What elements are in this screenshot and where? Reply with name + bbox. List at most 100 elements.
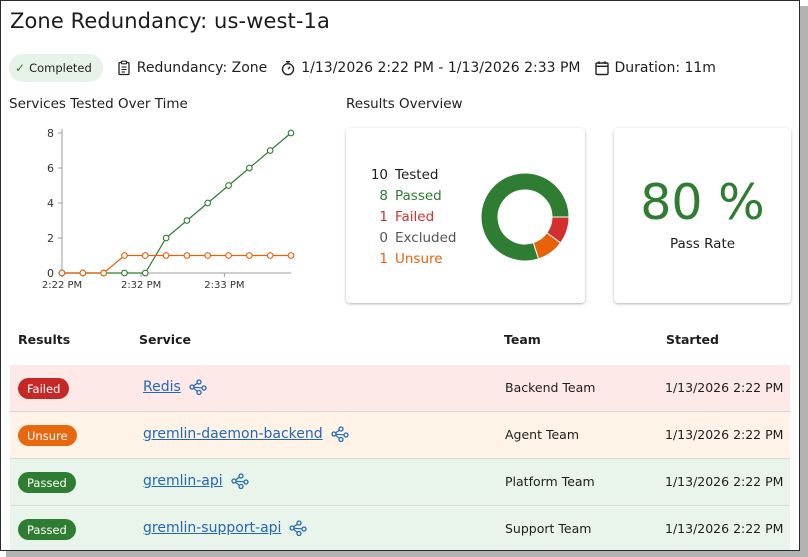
result-badge: Unsure (18, 425, 77, 446)
data-point (204, 199, 212, 207)
y-tick-label: 0 (47, 267, 54, 280)
team-cell: Platform Team (505, 474, 595, 489)
x-tick-label: 2:32 PM (121, 280, 161, 291)
stat-tested-label: Tested (395, 166, 439, 183)
status-badge-completed: ✓ Completed (9, 54, 103, 82)
stopwatch-icon (282, 60, 295, 76)
data-point (225, 252, 232, 259)
team-cell: Agent Team (505, 427, 580, 442)
service-link[interactable]: gremlin-support-api (143, 520, 282, 536)
data-point (204, 252, 212, 259)
data-point (225, 182, 232, 189)
duration-label: Duration: 11m (614, 60, 716, 76)
service-cell: Redis (143, 379, 207, 395)
stat-failed: 1 Failed (366, 206, 476, 227)
stat-excluded: 0 Excluded (366, 227, 476, 248)
data-point (162, 252, 170, 259)
table-row[interactable]: Unsure gremlin-daemon-backend Agent Team… (10, 412, 790, 459)
series-line-0 (62, 132, 292, 274)
y-tick-label: 4 (47, 197, 54, 210)
data-point (246, 252, 253, 259)
service-cell: gremlin-api (143, 473, 249, 489)
dependency-graph-icon[interactable] (289, 520, 308, 536)
data-point (58, 269, 66, 277)
table-row[interactable]: Passed gremlin-api Platform Team 1/13/20… (10, 459, 790, 506)
services-tested-chart: 0 2 4 6 8 2:22 PM 2:32 PM 2:33 PM (1, 119, 331, 297)
data-point (266, 252, 274, 259)
y-tick-label: 8 (47, 127, 54, 140)
table-row[interactable]: Passed gremlin-support-api Support Team … (10, 506, 790, 550)
data-point (100, 269, 107, 277)
services-over-time-heading: Services Tested Over Time (9, 96, 188, 112)
data-point (141, 252, 149, 259)
status-badge-label: Completed (29, 61, 92, 75)
stat-unsure: 1 Unsure (366, 248, 476, 269)
calendar-icon (594, 61, 609, 76)
stat-excluded-value: 0 (379, 229, 388, 246)
header-results[interactable]: Results (18, 332, 71, 347)
pass-rate-value: 80 % (640, 174, 765, 231)
series-line-1 (62, 254, 291, 274)
data-point (79, 269, 87, 277)
dependency-graph-icon[interactable] (189, 379, 207, 395)
stat-failed-value: 1 (379, 208, 388, 225)
time-range-label: 1/13/2026 2:22 PM - 1/13/2026 2:33 PM (301, 60, 581, 76)
page-title: Zone Redundancy: us-west-1a (10, 9, 330, 33)
pass-rate-card: 80 % Pass Rate (614, 128, 791, 303)
data-point (246, 164, 253, 172)
x-tick-label: 2:33 PM (204, 280, 244, 291)
results-donut-chart (480, 172, 570, 262)
stat-unsure-label: Unsure (395, 250, 443, 267)
header-service[interactable]: Service (139, 332, 191, 347)
result-badge: Passed (18, 519, 76, 540)
started-cell: 1/13/2026 2:22 PM (665, 427, 784, 442)
duration-info: Duration: 11m (594, 60, 716, 76)
stat-excluded-label: Excluded (395, 229, 457, 246)
x-tick-label: 2:22 PM (42, 280, 82, 291)
service-link[interactable]: gremlin-api (143, 473, 223, 489)
scenario-meta-bar: ✓ Completed Redundancy: Zone 1/13/2026 2… (9, 54, 716, 82)
window-shadow-right (800, 6, 808, 557)
stat-tested: 10 Tested (366, 164, 476, 185)
service-link[interactable]: gremlin-daemon-backend (143, 426, 323, 442)
window-shadow-bottom (6, 551, 808, 557)
started-cell: 1/13/2026 2:22 PM (665, 474, 784, 489)
service-link[interactable]: Redis (143, 379, 181, 395)
data-point (162, 234, 170, 242)
dependency-graph-icon[interactable] (231, 473, 249, 489)
team-cell: Backend Team (505, 380, 596, 395)
table-row[interactable]: Failed Redis Backend Team 1/13/2026 2:22… (10, 365, 790, 412)
data-point (183, 217, 191, 224)
results-overview-heading: Results Overview (346, 96, 463, 112)
data-point (287, 252, 295, 259)
redundancy-info: Redundancy: Zone (116, 60, 267, 76)
stat-failed-label: Failed (395, 208, 435, 225)
results-table-body: Failed Redis Backend Team 1/13/2026 2:22… (10, 365, 790, 550)
dependency-graph-icon[interactable] (331, 426, 349, 442)
result-badge: Failed (18, 378, 70, 399)
y-tick-label: 2 (47, 232, 54, 245)
donut-slice-passed[interactable] (480, 172, 570, 262)
service-cell: gremlin-support-api (143, 520, 308, 536)
stat-passed-value: 8 (379, 187, 388, 204)
data-point (121, 252, 128, 259)
line-chart-svg: 0 2 4 6 8 2:22 PM 2:32 PM 2:33 PM (42, 127, 295, 291)
header-started[interactable]: Started (666, 332, 719, 347)
data-point (141, 269, 149, 277)
stat-passed-label: Passed (395, 187, 442, 204)
header-team[interactable]: Team (504, 332, 541, 347)
result-badge: Passed (18, 472, 76, 493)
pass-rate-label: Pass Rate (669, 236, 736, 252)
results-overview-card: 10 Tested 8 Passed 1 Failed 0 Excluded 1… (346, 128, 585, 303)
stat-unsure-value: 1 (379, 250, 388, 267)
results-table-header: Results Service Team Started (9, 327, 791, 353)
donut-slice-unsure[interactable] (532, 232, 562, 260)
y-tick-label: 6 (47, 162, 54, 175)
report-window: Zone Redundancy: us-west-1a ✓ Completed … (0, 0, 800, 551)
stat-tested-value: 10 (370, 166, 388, 183)
results-stats-list: 10 Tested 8 Passed 1 Failed 0 Excluded 1… (366, 164, 476, 269)
stat-passed: 8 Passed (366, 185, 476, 206)
data-point (287, 129, 295, 137)
data-point (183, 252, 191, 259)
team-cell: Support Team (505, 521, 592, 536)
